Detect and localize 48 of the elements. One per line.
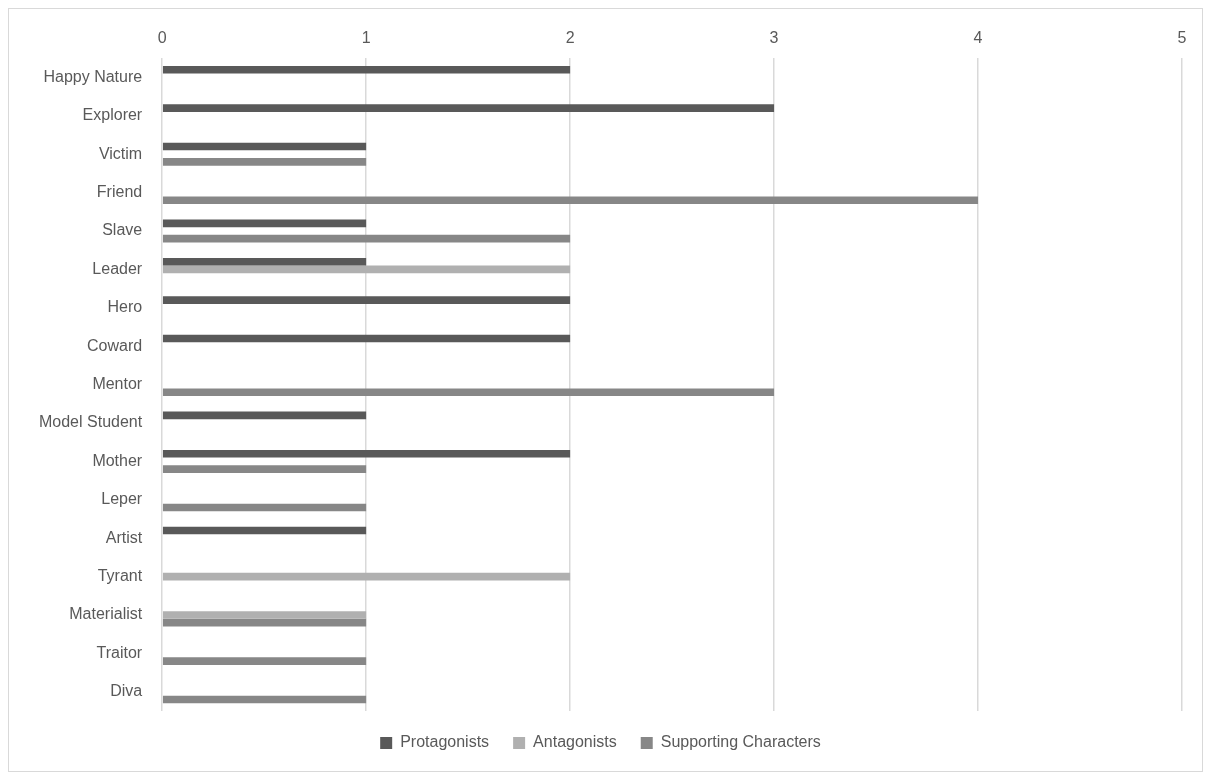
y-tick-label: Coward [87,336,143,354]
x-tick-label: 2 [565,29,575,47]
y-tick-label: Explorer [82,106,143,124]
bar [162,334,571,343]
y-tick-label: Hero [107,298,143,316]
y-tick-label: Friend [96,183,143,201]
bar [162,411,367,420]
bar [162,618,367,627]
x-tick-label: 1 [361,29,371,47]
bar [162,526,367,535]
bar [162,465,367,473]
bar [162,572,571,581]
bar [162,196,979,205]
y-tick-label: Slave [102,221,143,239]
y-tick-label: Diva [110,682,143,700]
bar [162,388,775,397]
y-tick-label: Happy Nature [43,67,143,85]
x-tick-label: 0 [157,29,167,47]
bar [162,234,571,243]
y-tick-label: Model Student [38,413,143,431]
y-tick-label: Traitor [96,643,143,661]
y-tick-label: Mother [92,451,143,469]
bar [162,296,571,304]
legend-label: Protagonists [400,733,490,751]
y-tick-label: Tyrant [97,567,143,585]
bar [162,657,367,665]
legend-label: Supporting Characters [660,733,821,751]
bar [162,503,367,512]
legend-label: Antagonists [533,733,617,751]
y-tick-label: Leper [101,490,143,508]
y-tick-label: Artist [105,528,143,546]
bar [162,265,571,274]
bar [162,449,571,458]
bar [162,611,367,619]
bar [162,104,775,112]
y-tick-label: Leader [92,259,143,277]
y-tick-label: Mentor [92,375,143,393]
y-tick-label: Victim [98,144,143,162]
bar [162,158,367,166]
bar [162,219,367,228]
x-tick-label: 3 [769,29,779,47]
x-tick-label: 4 [973,29,983,47]
y-tick-label: Materialist [69,605,143,623]
bar [162,257,367,266]
x-tick-label: 5 [1177,29,1187,47]
bar [162,695,367,704]
bar [162,142,367,151]
bar [162,65,571,74]
